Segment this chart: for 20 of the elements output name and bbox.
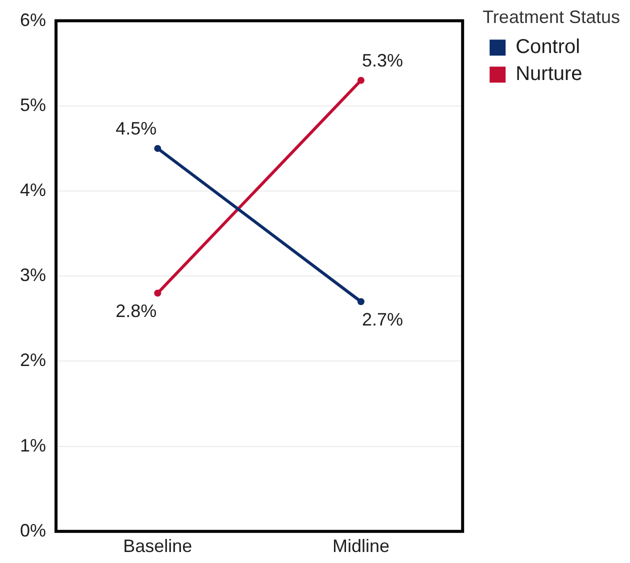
- point: [357, 76, 364, 84]
- legend-title: Treatment Status: [482, 6, 620, 27]
- y-tick-label: 6%: [20, 10, 46, 30]
- data-label: 5.3%: [362, 50, 403, 70]
- data-label: 2.7%: [362, 310, 403, 330]
- point: [154, 144, 162, 152]
- y-tick-label: 3%: [20, 265, 46, 286]
- legend-label: Control: [516, 36, 580, 58]
- y-tick-label: 5%: [20, 94, 46, 115]
- point: [154, 290, 162, 297]
- y-tick-label: 2%: [20, 350, 46, 370]
- x-tick-label: Baseline: [123, 536, 192, 556]
- data-label: 4.5%: [116, 118, 157, 138]
- y-tick-label: 1%: [20, 435, 46, 456]
- point: [357, 298, 364, 306]
- y-tick-label: 4%: [20, 180, 46, 200]
- y-tick-label: 0%: [20, 520, 46, 540]
- legend-label: Nurture: [516, 63, 582, 86]
- x-tick-label: Midline: [332, 536, 390, 556]
- data-label: 2.8%: [116, 301, 157, 322]
